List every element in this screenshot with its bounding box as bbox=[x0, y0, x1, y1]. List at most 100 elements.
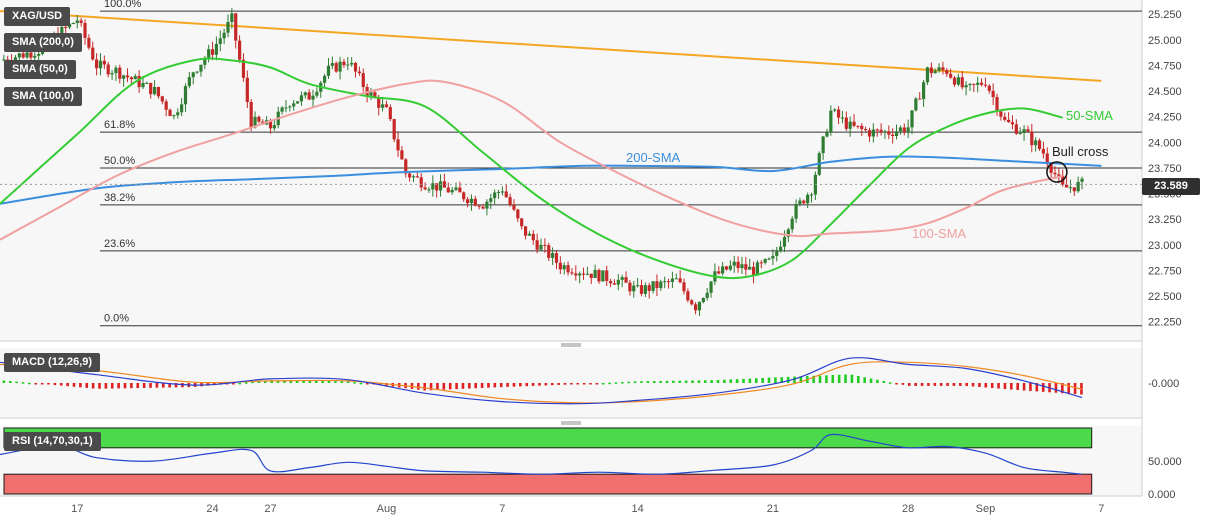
candle-body bbox=[1068, 187, 1073, 189]
macd-histogram-bar bbox=[66, 383, 69, 387]
candle-body bbox=[701, 297, 705, 303]
candle-body bbox=[744, 264, 748, 270]
candle-body bbox=[860, 125, 864, 130]
candle-body bbox=[902, 127, 906, 133]
candle-body bbox=[404, 159, 408, 174]
candle-body bbox=[1026, 129, 1030, 132]
macd-histogram-bar bbox=[850, 374, 854, 383]
candle-body bbox=[21, 53, 25, 58]
candle-body bbox=[1049, 164, 1053, 173]
x-tick-label: 7 bbox=[499, 503, 505, 515]
candle-body bbox=[929, 67, 933, 74]
macd-histogram-bar bbox=[933, 383, 937, 386]
candle-body bbox=[446, 187, 450, 193]
candle-body bbox=[527, 233, 532, 236]
candle-body bbox=[183, 86, 188, 105]
candle-body bbox=[1034, 140, 1038, 146]
macd-histogram-bar bbox=[295, 380, 299, 383]
macd-histogram-bar bbox=[1054, 383, 1058, 393]
sma-100-badge[interactable]: SMA (100,0) bbox=[4, 87, 82, 106]
macd-histogram-bar bbox=[346, 381, 350, 383]
macd-histogram-bar bbox=[359, 382, 363, 385]
symbol-badge[interactable]: XAG/USD bbox=[4, 7, 71, 26]
annotation-200-sma: 200-SMA bbox=[626, 150, 681, 165]
candle-body bbox=[709, 281, 713, 293]
macd-histogram-bar bbox=[659, 380, 662, 383]
candle-body bbox=[1010, 122, 1015, 125]
candle-body bbox=[1037, 140, 1042, 149]
macd-histogram-bar bbox=[742, 378, 745, 383]
macd-histogram-bar bbox=[455, 383, 458, 390]
macd-histogram-bar bbox=[53, 383, 57, 386]
candle-body bbox=[898, 127, 903, 132]
candle-body bbox=[125, 75, 130, 78]
candle-body bbox=[821, 136, 825, 154]
candle-body bbox=[342, 61, 346, 66]
price-y-tick-label: 22.250 bbox=[1148, 317, 1182, 329]
macd-histogram-bar bbox=[244, 382, 248, 384]
candle-body bbox=[87, 37, 91, 48]
macd-histogram-bar bbox=[672, 380, 675, 383]
candle-body bbox=[237, 40, 242, 60]
sma-200-badge[interactable]: SMA (200,0) bbox=[4, 33, 82, 52]
macd-histogram-bar bbox=[920, 383, 924, 386]
candle-body bbox=[952, 77, 957, 85]
candle-body bbox=[682, 282, 686, 292]
macd-histogram-bar bbox=[448, 383, 452, 390]
macd-histogram-bar bbox=[1022, 383, 1026, 391]
candle-body bbox=[469, 198, 474, 204]
sma-200-line bbox=[0, 155, 1102, 205]
candle-body bbox=[110, 73, 114, 75]
candle-body bbox=[114, 67, 118, 74]
price-y-tick-label: 23.750 bbox=[1148, 163, 1182, 175]
macd-histogram-bar bbox=[678, 380, 682, 383]
candle-body bbox=[848, 121, 852, 129]
candle-body bbox=[875, 129, 879, 131]
macd-histogram-bar bbox=[684, 380, 688, 383]
macd-histogram-bar bbox=[984, 383, 988, 388]
macd-histogram-bar bbox=[582, 383, 586, 385]
candle-body bbox=[1018, 132, 1022, 134]
candle-body bbox=[13, 57, 18, 63]
macd-histogram-bar bbox=[47, 383, 50, 385]
candle-body bbox=[33, 55, 37, 58]
annotation-bull-cross: Bull cross bbox=[1052, 144, 1109, 159]
macd-histogram-bar bbox=[98, 383, 101, 389]
candle-body bbox=[601, 270, 605, 282]
candle-body bbox=[462, 192, 466, 200]
rsi-badge[interactable]: RSI (14,70,30,1) bbox=[4, 432, 101, 451]
candle-body bbox=[941, 67, 945, 71]
candle-body bbox=[195, 71, 199, 73]
fib-level-label: 38.2% bbox=[104, 192, 135, 204]
candle-body bbox=[427, 189, 431, 191]
candle-body bbox=[122, 75, 126, 79]
macd-histogram-bar bbox=[812, 375, 815, 383]
macd-histogram-bar bbox=[327, 380, 331, 383]
sma-50-badge[interactable]: SMA (50,0) bbox=[4, 60, 76, 79]
candle-body bbox=[145, 82, 149, 84]
candle-body bbox=[632, 285, 636, 292]
candle-body bbox=[369, 92, 373, 96]
candle-body bbox=[176, 112, 180, 116]
rsi-oversold-zone bbox=[3, 473, 1093, 495]
candle-body bbox=[172, 115, 176, 117]
macd-histogram-bar bbox=[512, 383, 516, 387]
candle-body bbox=[272, 125, 276, 129]
annotation-50-sma: 50-SMA bbox=[1066, 108, 1113, 123]
candle-body bbox=[864, 129, 868, 131]
macd-histogram-bar bbox=[85, 383, 89, 388]
macd-histogram-bar bbox=[366, 383, 369, 385]
candle-body bbox=[311, 95, 315, 100]
candle-body bbox=[133, 75, 137, 80]
macd-badge[interactable]: MACD (12,26,9) bbox=[4, 353, 101, 372]
macd-histogram-bar bbox=[716, 379, 720, 383]
macd-histogram-bar bbox=[729, 379, 733, 383]
annotation-100-sma: 100-SMA bbox=[912, 226, 967, 241]
candle-body bbox=[106, 64, 110, 75]
macd-histogram-bar bbox=[614, 382, 618, 384]
candle-body bbox=[894, 131, 899, 136]
price-y-tick-label: 24.250 bbox=[1148, 112, 1182, 124]
candle-body bbox=[628, 282, 632, 292]
macd-histogram-bar bbox=[780, 377, 784, 383]
macd-histogram-bar bbox=[174, 383, 178, 388]
